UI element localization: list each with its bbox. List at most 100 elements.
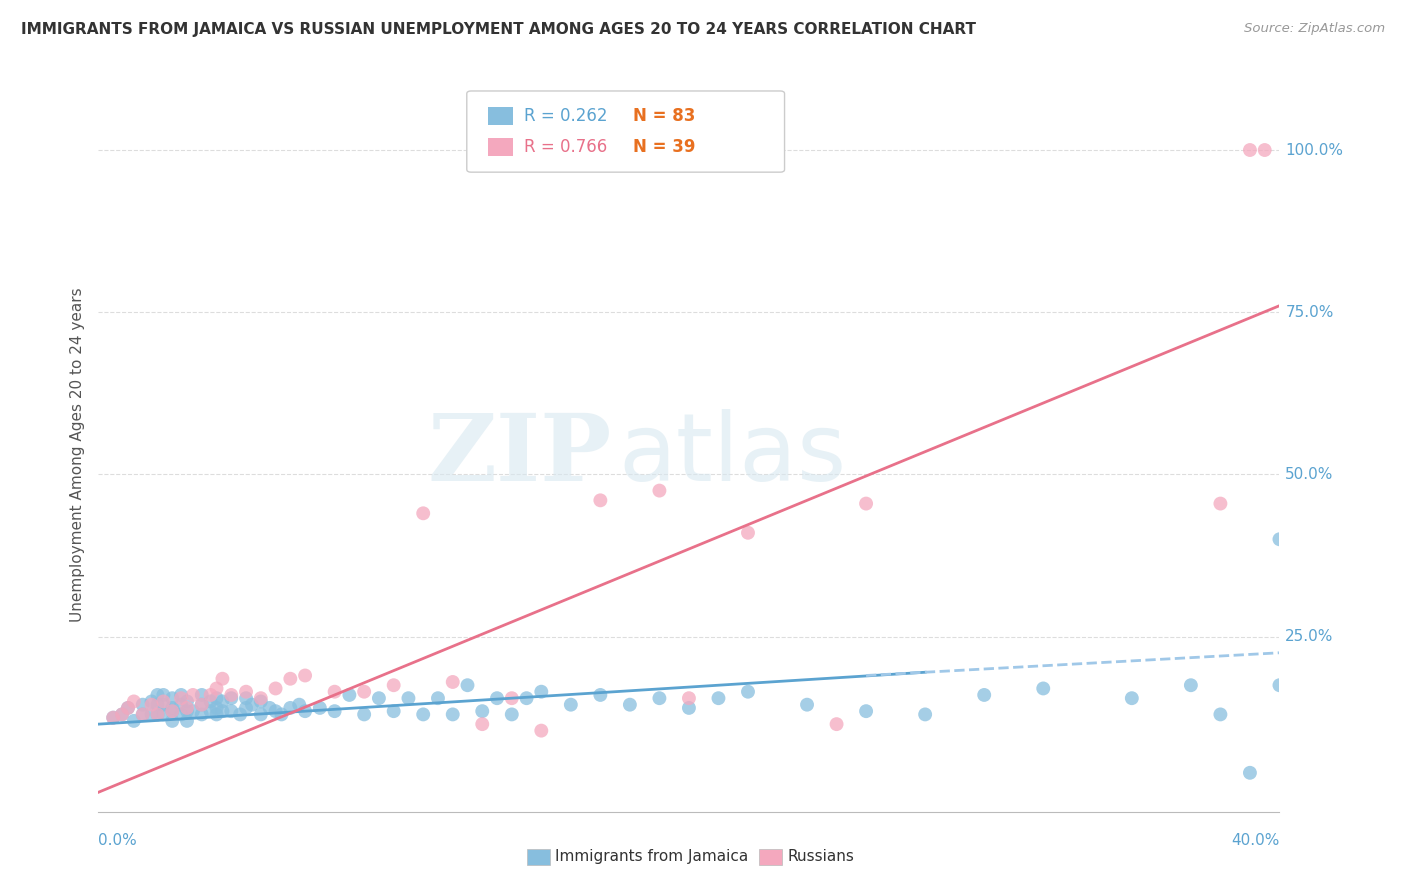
Point [855, 497, 877, 511]
Point [250, 691, 273, 706]
Point [619, 698, 641, 712]
Text: ZIP: ZIP [427, 410, 612, 500]
Point [200, 694, 222, 708]
Text: 75.0%: 75.0% [1285, 305, 1334, 319]
Point [200, 688, 222, 702]
Point [152, 694, 174, 708]
Point [146, 698, 169, 712]
Point [323, 684, 346, 698]
Point [176, 714, 198, 728]
Text: Russians: Russians [787, 849, 855, 863]
Text: 50.0%: 50.0% [1285, 467, 1334, 482]
Point [973, 688, 995, 702]
Point [132, 707, 155, 722]
Point [219, 691, 242, 706]
Point [796, 698, 818, 712]
Point [589, 493, 612, 508]
Point [152, 707, 174, 722]
Point [162, 714, 183, 728]
Point [278, 672, 302, 686]
Point [441, 675, 464, 690]
Point [181, 704, 204, 718]
Point [288, 698, 311, 712]
Point [132, 698, 155, 712]
Point [471, 704, 494, 718]
Point [170, 698, 193, 712]
Point [589, 688, 612, 702]
Point [111, 707, 134, 722]
Point [412, 506, 434, 520]
Point [205, 701, 228, 715]
Text: 100.0%: 100.0% [1285, 143, 1343, 158]
Point [530, 723, 553, 738]
Point [382, 678, 405, 692]
Point [141, 698, 163, 712]
Point [181, 688, 204, 702]
Point [486, 691, 509, 706]
Point [191, 698, 214, 712]
Point [229, 707, 252, 722]
Point [259, 701, 281, 715]
Point [117, 701, 139, 715]
Point [1254, 143, 1277, 157]
Point [191, 707, 214, 722]
Point [211, 672, 233, 686]
Point [1180, 678, 1202, 692]
Point [707, 691, 730, 706]
Text: 0.0%: 0.0% [98, 833, 138, 848]
Point [211, 704, 233, 718]
Point [270, 707, 292, 722]
Point [309, 701, 332, 715]
Point [152, 688, 174, 702]
Point [176, 694, 198, 708]
Point [162, 691, 183, 706]
Point [337, 688, 360, 702]
Point [678, 701, 700, 715]
Point [162, 701, 183, 715]
Point [250, 707, 273, 722]
Text: N = 39: N = 39 [633, 138, 695, 156]
Y-axis label: Unemployment Among Ages 20 to 24 years: Unemployment Among Ages 20 to 24 years [70, 287, 86, 623]
Point [441, 707, 464, 722]
Point [170, 691, 193, 706]
Point [1268, 533, 1291, 547]
Point [132, 707, 155, 722]
Text: IMMIGRANTS FROM JAMAICA VS RUSSIAN UNEMPLOYMENT AMONG AGES 20 TO 24 YEARS CORREL: IMMIGRANTS FROM JAMAICA VS RUSSIAN UNEMP… [21, 22, 976, 37]
Point [914, 707, 936, 722]
Point [117, 701, 139, 715]
Point [1239, 765, 1261, 780]
Point [200, 704, 222, 718]
Point [191, 688, 214, 702]
Text: 40.0%: 40.0% [1232, 833, 1279, 848]
Text: R = 0.262: R = 0.262 [524, 107, 607, 125]
Point [146, 688, 169, 702]
Point [152, 698, 174, 712]
Point [648, 691, 671, 706]
Point [219, 688, 242, 702]
Point [294, 704, 316, 718]
Point [825, 717, 848, 731]
Point [501, 691, 523, 706]
Point [205, 707, 228, 722]
Text: N = 83: N = 83 [633, 107, 695, 125]
Point [501, 707, 523, 722]
Point [122, 714, 145, 728]
Point [162, 704, 183, 718]
Point [368, 691, 391, 706]
Point [235, 701, 257, 715]
Point [170, 688, 193, 702]
Point [103, 711, 125, 725]
Text: Immigrants from Jamaica: Immigrants from Jamaica [555, 849, 748, 863]
Point [235, 684, 257, 698]
Point [1209, 707, 1232, 722]
Text: R = 0.766: R = 0.766 [524, 138, 607, 156]
Point [278, 701, 302, 715]
Point [211, 694, 233, 708]
Text: atlas: atlas [619, 409, 846, 501]
Point [427, 691, 450, 706]
Point [205, 691, 228, 706]
Point [471, 717, 494, 731]
Point [353, 707, 375, 722]
Point [1268, 678, 1291, 692]
Text: 25.0%: 25.0% [1285, 629, 1334, 644]
